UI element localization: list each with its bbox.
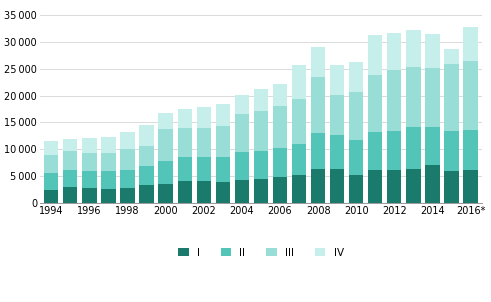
Bar [120, 170, 135, 188]
Bar [254, 89, 268, 111]
Bar [254, 179, 268, 203]
Bar [101, 137, 115, 153]
Bar [159, 130, 173, 161]
Bar [330, 135, 344, 169]
Bar [368, 75, 382, 132]
Bar [444, 49, 459, 64]
Bar [464, 27, 478, 61]
Bar [120, 188, 135, 203]
Bar [292, 99, 306, 144]
Bar [159, 184, 173, 203]
Bar [101, 153, 115, 171]
Bar [139, 166, 154, 185]
Bar [406, 66, 420, 127]
Bar [387, 70, 402, 130]
Bar [139, 146, 154, 166]
Bar [235, 152, 249, 180]
Bar [82, 188, 97, 203]
Bar [196, 108, 211, 128]
Bar [444, 171, 459, 203]
Bar [406, 127, 420, 169]
Bar [178, 157, 192, 181]
Bar [139, 185, 154, 203]
Bar [311, 77, 325, 133]
Bar [178, 109, 192, 128]
Bar [387, 33, 402, 70]
Bar [368, 35, 382, 75]
Bar [444, 64, 459, 130]
Bar [254, 152, 268, 179]
Legend: I, II, III, IV: I, II, III, IV [178, 248, 344, 258]
Bar [63, 152, 78, 170]
Bar [63, 188, 78, 203]
Bar [235, 114, 249, 152]
Bar [444, 130, 459, 171]
Bar [349, 140, 363, 175]
Bar [464, 130, 478, 170]
Bar [82, 138, 97, 153]
Bar [330, 95, 344, 135]
Bar [44, 190, 58, 203]
Bar [101, 171, 115, 188]
Bar [349, 92, 363, 140]
Bar [44, 173, 58, 190]
Bar [196, 181, 211, 203]
Bar [425, 127, 439, 165]
Bar [387, 170, 402, 203]
Bar [311, 133, 325, 169]
Bar [44, 155, 58, 173]
Bar [273, 177, 287, 203]
Bar [464, 170, 478, 203]
Bar [82, 171, 97, 188]
Bar [330, 65, 344, 95]
Bar [235, 180, 249, 203]
Bar [406, 30, 420, 66]
Bar [425, 34, 439, 68]
Bar [120, 149, 135, 170]
Bar [101, 188, 115, 203]
Bar [425, 165, 439, 203]
Bar [63, 139, 78, 152]
Bar [178, 181, 192, 203]
Bar [216, 157, 230, 182]
Bar [349, 62, 363, 92]
Bar [368, 170, 382, 203]
Bar [235, 95, 249, 114]
Bar [196, 157, 211, 181]
Bar [368, 132, 382, 170]
Bar [349, 175, 363, 203]
Bar [311, 47, 325, 77]
Bar [216, 126, 230, 157]
Bar [273, 84, 287, 106]
Bar [273, 148, 287, 177]
Bar [425, 68, 439, 127]
Bar [292, 175, 306, 203]
Bar [120, 132, 135, 149]
Bar [292, 144, 306, 175]
Bar [178, 128, 192, 157]
Bar [406, 169, 420, 203]
Bar [330, 169, 344, 203]
Bar [216, 104, 230, 126]
Bar [254, 111, 268, 152]
Bar [216, 182, 230, 203]
Bar [387, 130, 402, 170]
Bar [464, 61, 478, 130]
Bar [159, 161, 173, 184]
Bar [44, 141, 58, 155]
Bar [273, 106, 287, 148]
Bar [159, 113, 173, 130]
Bar [82, 153, 97, 171]
Bar [311, 169, 325, 203]
Bar [292, 65, 306, 99]
Bar [139, 125, 154, 146]
Bar [196, 128, 211, 157]
Bar [63, 170, 78, 188]
